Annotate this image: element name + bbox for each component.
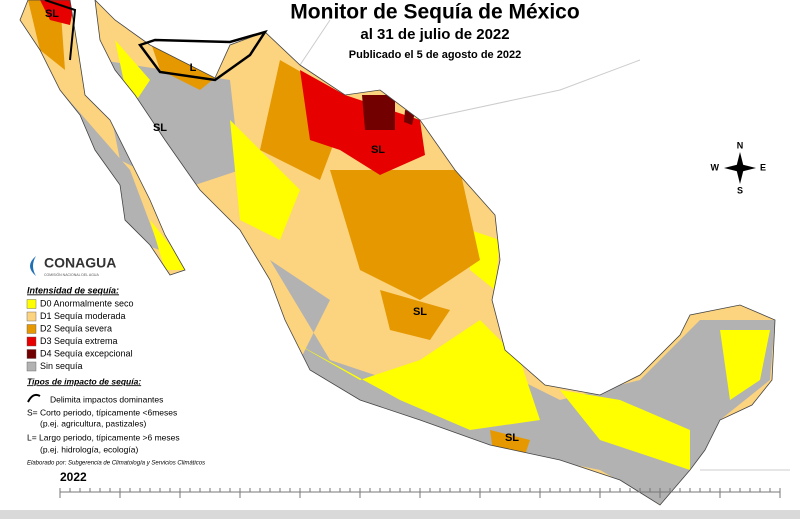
- impact-label: SL: [505, 432, 519, 444]
- year: 2022: [60, 470, 87, 484]
- logo-icon: [30, 256, 36, 276]
- legend-label: D3 Sequía extrema: [40, 336, 118, 346]
- compass: N S E W: [711, 140, 767, 195]
- legend-swatch: [26, 349, 37, 359]
- legend-swatch: [26, 336, 37, 347]
- impact-long-note: (p.ej. hidrología, ecología): [40, 444, 138, 454]
- impact-legend: Tipos de impacto de sequía: Delimita imp…: [27, 376, 205, 466]
- impact-short-note: (p.ej. agricultura, pastizales): [40, 418, 146, 428]
- impact-short: S= Corto periodo, típicamente <6meses: [27, 407, 177, 417]
- impact-label: SL: [153, 122, 167, 134]
- legend-label: D2 Sequía severa: [40, 323, 112, 333]
- area-d4: [362, 95, 415, 130]
- impact-label: L: [190, 62, 197, 74]
- impact-line-label: Delimita impactos dominantes: [50, 394, 163, 404]
- legend-swatch: [26, 324, 37, 334]
- impact-label: SL: [413, 306, 427, 318]
- compass-rose: [724, 152, 756, 184]
- map-labels: SL L SL SL SL SL: [45, 8, 519, 444]
- title: Monitor de Sequía de México: [290, 1, 579, 24]
- legend-label: D0 Anormalmente seco: [40, 298, 134, 308]
- impact-boundary: [44, 0, 77, 61]
- impact-long: L= Largo periodo, típicamente >6 meses: [27, 432, 180, 442]
- country-outline: [19, 0, 776, 506]
- logo-tagline: COMISIÓN NACIONAL DEL AGUA: [44, 272, 99, 277]
- impact-boundary: [137, 29, 268, 82]
- legend-heading: Intensidad de sequía:: [27, 285, 119, 295]
- logo-name: CONAGUA: [44, 255, 116, 271]
- timeline: [59, 488, 781, 498]
- impact-label: SL: [371, 144, 385, 156]
- legend-label: D1 Sequía moderada: [40, 311, 126, 321]
- neighbor-border: [299, 19, 790, 471]
- compass-w: W: [711, 162, 720, 172]
- impact-line-sample: [27, 393, 41, 403]
- credit: Elaborado por: Subgerencia de Climatolog…: [27, 461, 205, 467]
- legend-label: D4 Sequía excepcional: [40, 348, 133, 358]
- logo: CONAGUA COMISIÓN NACIONAL DEL AGUA: [30, 255, 116, 277]
- published-date: Publicado el 5 de agosto de 2022: [349, 49, 521, 61]
- impact-label: SL: [45, 8, 59, 20]
- area-d3: [40, 0, 425, 175]
- impact-heading: Tipos de impacto de sequía:: [27, 376, 141, 386]
- legend-swatch: [26, 311, 37, 322]
- legend-label: Sin sequía: [40, 361, 83, 371]
- legend-swatch: [26, 299, 37, 309]
- compass-e: E: [760, 162, 766, 172]
- legend: Intensidad de sequía: D0 Anormalmente se…: [26, 285, 134, 372]
- area-d0: [115, 40, 770, 470]
- footer-bar: [0, 510, 800, 519]
- legend-swatch: [26, 361, 37, 372]
- area-d2: [28, 0, 530, 470]
- us-guatemala-lines: [299, 19, 790, 471]
- compass-s: S: [737, 185, 743, 195]
- compass-n: N: [737, 140, 744, 150]
- subtitle: al 31 de julio de 2022: [360, 26, 509, 43]
